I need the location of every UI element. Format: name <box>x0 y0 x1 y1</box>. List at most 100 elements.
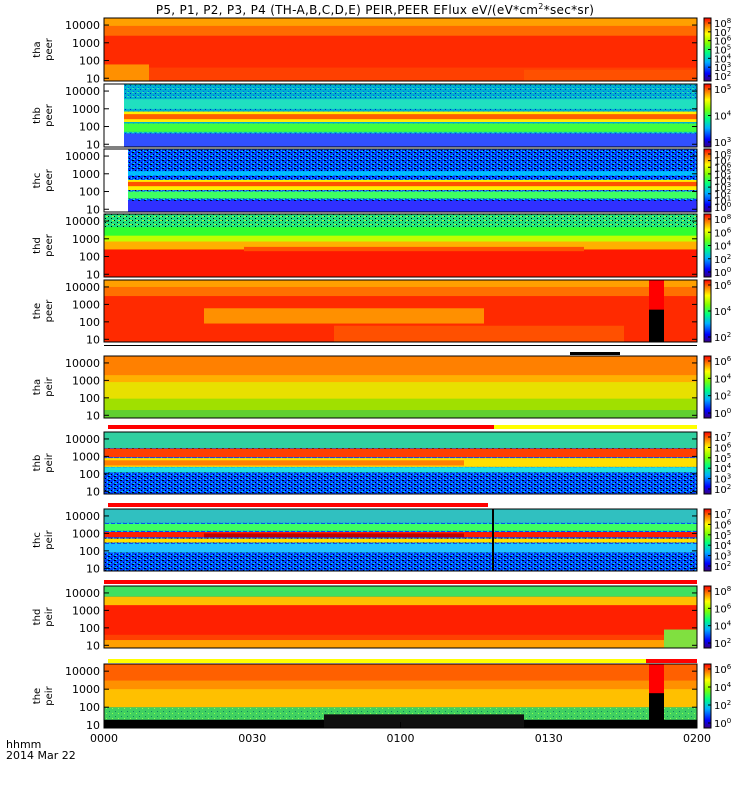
flux-band <box>664 629 697 648</box>
y-axis-probe-label: thb <box>32 107 43 124</box>
panel-tha-peer-image <box>104 18 697 81</box>
panel-the-peir-image <box>104 664 697 728</box>
y-tick-label: 1000 <box>72 527 100 540</box>
y-tick-label: 100 <box>79 545 100 558</box>
time-axis-date: 2014 Mar 22 <box>6 749 76 762</box>
y-tick-label: 10 <box>86 639 100 652</box>
flux-band <box>104 509 697 523</box>
y-axis-probe-label: thc <box>32 532 43 548</box>
flux-band <box>649 309 664 342</box>
flag-bar-1 <box>104 345 697 346</box>
panel-thb-peir-image <box>104 432 697 494</box>
y-tick-label: 100 <box>79 701 100 714</box>
flag-bar-2 <box>108 425 494 429</box>
y-axis-species-label: peer <box>44 168 55 192</box>
flux-band <box>204 308 484 324</box>
colorbar-tick-label: 102 <box>714 560 731 573</box>
flux-band <box>244 246 584 252</box>
flux-band <box>104 586 697 597</box>
y-tick-label: 1000 <box>72 604 100 617</box>
flux-band <box>104 123 697 132</box>
panel-the-peer-image <box>104 280 697 342</box>
y-tick-label: 10 <box>86 485 100 498</box>
y-tick-label: 10 <box>86 333 100 346</box>
y-tick-label: 100 <box>79 55 100 68</box>
flag-bar-black <box>570 352 620 355</box>
colorbar <box>703 431 712 495</box>
colorbar-tick-label: 106 <box>714 226 732 239</box>
y-tick-label: 100 <box>79 392 100 405</box>
colorbar-tick-label: 105 <box>714 83 731 96</box>
time-axis: 0000 0030 0100 0130 0200 <box>90 722 711 745</box>
flux-band <box>104 171 697 176</box>
colorbar-tick-label: 108 <box>714 213 731 226</box>
flux-band <box>104 18 697 26</box>
y-tick-label: 10000 <box>65 433 100 446</box>
title-superscript: 2 <box>538 2 544 11</box>
y-tick-label: 1000 <box>72 37 100 50</box>
x-tick-label: 0030 <box>238 732 266 745</box>
colorbar-tick-label: 104 <box>714 620 732 633</box>
flux-band <box>104 523 697 531</box>
y-tick-label: 10 <box>86 268 100 281</box>
y-axis-probe-label: thb <box>32 455 43 472</box>
y-tick-label: 10 <box>86 203 100 216</box>
panel-frame <box>103 213 698 278</box>
y-axis-probe-label: thd <box>32 237 43 254</box>
y-axis-probe-label: tha <box>32 41 43 57</box>
y-tick-label: 1000 <box>72 233 100 246</box>
y-axis-species-label: peer <box>44 103 55 127</box>
flux-band <box>649 693 664 728</box>
colorbar-tick-label: 106 <box>714 279 732 292</box>
y-axis-species-label: peer <box>44 37 55 61</box>
y-tick-label: 10000 <box>65 150 100 163</box>
flag-bar-4 <box>104 580 697 584</box>
y-tick-label: 1000 <box>72 298 100 311</box>
colorbar-tick-label: 104 <box>714 681 732 694</box>
y-axis-species-label: peir <box>44 529 55 549</box>
panel-frame <box>103 279 698 343</box>
colorbar-tick-label: 102 <box>714 699 731 712</box>
panel-tha-peir-image <box>104 356 697 418</box>
y-tick-label: 10 <box>86 562 100 575</box>
data-gap <box>104 149 128 212</box>
y-tick-label: 10000 <box>65 357 100 370</box>
y-axis-species-label: peir <box>44 606 55 626</box>
y-tick-label: 100 <box>79 186 100 199</box>
flux-band <box>104 235 697 243</box>
colorbar-tick-label: 104 <box>714 240 732 253</box>
panel-frame <box>103 355 698 419</box>
colorbar-tick-label: 104 <box>714 110 732 123</box>
flux-band <box>524 69 697 81</box>
y-tick-label: 10000 <box>65 281 100 294</box>
flux-band <box>334 325 624 342</box>
flux-band <box>104 538 697 543</box>
flux-band <box>104 133 697 147</box>
data-gap <box>104 84 124 147</box>
x-tick-label: 0000 <box>90 732 118 745</box>
flux-band <box>104 249 697 277</box>
colorbar-tick-label: 102 <box>714 253 731 266</box>
flux-band <box>104 382 697 402</box>
panel-frame <box>103 508 698 572</box>
y-tick-label: 10000 <box>65 510 100 523</box>
flux-band <box>104 280 697 287</box>
flux-band <box>104 64 149 81</box>
colorbar-tick-label: 102 <box>714 637 731 650</box>
y-axis-probe-label: the <box>32 688 43 704</box>
flux-band <box>324 714 524 728</box>
x-tick-label: 0100 <box>387 732 415 745</box>
flux-band <box>104 689 697 708</box>
panel-thd-peir-image <box>104 586 697 648</box>
y-tick-label: 10 <box>86 138 100 151</box>
y-tick-label: 10000 <box>65 85 100 98</box>
colorbar-tick-label: 100 <box>714 717 731 730</box>
colorbar-tick-label: 104 <box>714 305 732 318</box>
panel-frame <box>103 431 698 495</box>
flux-band <box>104 543 697 553</box>
flux-band <box>104 227 697 238</box>
colorbar-tick-label: 108 <box>714 585 731 598</box>
y-tick-label: 10000 <box>65 587 100 600</box>
